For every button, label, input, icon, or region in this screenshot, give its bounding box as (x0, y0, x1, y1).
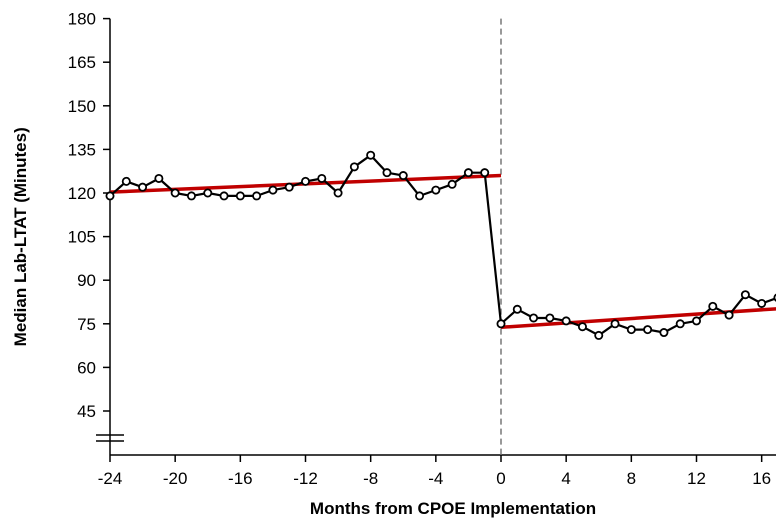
x-tick-label: -4 (428, 469, 443, 488)
y-tick-label: 135 (68, 140, 96, 159)
y-tick-label: 180 (68, 10, 96, 29)
data-point (252, 191, 262, 201)
x-tick-label: -12 (293, 469, 318, 488)
x-axis-title: Months from CPOE Implementation (310, 499, 596, 518)
data-point (154, 173, 164, 183)
data-point (724, 310, 734, 320)
y-tick-label: 90 (77, 271, 96, 290)
x-tick-label: 8 (627, 469, 636, 488)
y-tick-label: 120 (68, 184, 96, 203)
data-point (757, 298, 767, 308)
data-point (577, 322, 587, 332)
x-tick-label: -16 (228, 469, 253, 488)
x-tick-label: -24 (98, 469, 123, 488)
data-point (268, 185, 278, 195)
data-point (317, 173, 327, 183)
data-point (610, 319, 620, 329)
data-point (496, 319, 506, 329)
data-point (284, 182, 294, 192)
data-point (300, 176, 310, 186)
data-point (186, 191, 196, 201)
data-point (235, 191, 245, 201)
data-point (138, 182, 148, 192)
data-point (121, 176, 131, 186)
trend-lines (109, 173, 776, 330)
data-point (382, 168, 392, 178)
x-tick-label: -20 (163, 469, 188, 488)
y-tick-label: 75 (77, 315, 96, 334)
data-point (675, 319, 685, 329)
y-tick-label: 45 (77, 402, 96, 421)
x-tick-label: 4 (561, 469, 570, 488)
axes (96, 17, 776, 462)
y-tick-label: 165 (68, 53, 96, 72)
data-point (740, 290, 750, 300)
data-point (692, 316, 702, 326)
y-tick-label: 60 (77, 358, 96, 377)
data-point (333, 188, 343, 198)
data-point (561, 316, 571, 326)
data-point (431, 185, 441, 195)
data-point (512, 304, 522, 314)
data-point (366, 150, 376, 160)
data-point (170, 188, 180, 198)
y-tick-label: 150 (68, 97, 96, 116)
data-point (545, 313, 555, 323)
data-point (349, 162, 359, 172)
data-point (447, 179, 457, 189)
data-point (626, 325, 636, 335)
data-point (708, 301, 718, 311)
data-point (398, 171, 408, 181)
data-point (105, 191, 115, 201)
y-tick-label: 105 (68, 228, 96, 247)
observed-series (105, 150, 776, 340)
data-point (594, 330, 604, 340)
data-point (643, 325, 653, 335)
y-axis-title: Median Lab-LTAT (Minutes) (11, 127, 30, 346)
x-tick-label: 12 (687, 469, 706, 488)
x-tick-label: 0 (496, 469, 505, 488)
observed-line (109, 154, 776, 337)
x-tick-label: -8 (363, 469, 378, 488)
x-tick-label: 16 (752, 469, 771, 488)
data-point (463, 168, 473, 178)
data-point (219, 191, 229, 201)
data-point (659, 328, 669, 338)
data-point (203, 188, 213, 198)
data-point (480, 168, 490, 178)
data-point (529, 313, 539, 323)
data-point (415, 191, 425, 201)
